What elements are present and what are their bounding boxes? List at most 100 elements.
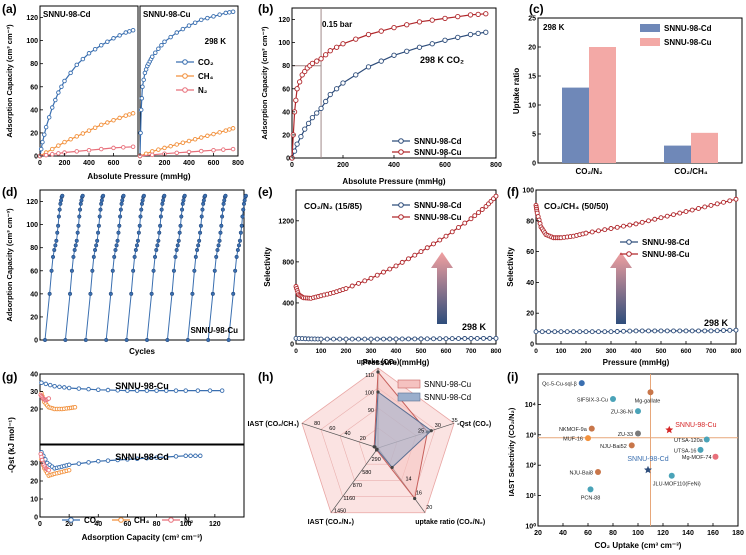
co2-point	[198, 453, 203, 459]
ch4-point	[127, 112, 132, 117]
cycle-point	[97, 214, 102, 219]
co2-point	[156, 46, 161, 51]
cu-point	[596, 228, 601, 234]
cycle-point	[137, 223, 142, 228]
plot-frame	[537, 17, 743, 164]
x-tick-label: 40	[559, 530, 567, 537]
n2-point	[43, 152, 49, 158]
legend-legend-label: SNNU-98-Cd	[414, 201, 462, 210]
y-tick-label: 20	[30, 479, 38, 486]
cycle-point	[99, 198, 104, 203]
cd-point	[302, 126, 308, 132]
co2-point	[96, 387, 101, 393]
cd-point	[481, 335, 486, 341]
radar-vertex	[373, 445, 377, 449]
radar-scale-label: 25	[418, 429, 424, 435]
cu-point	[343, 286, 349, 292]
x-tick-label: 100	[316, 348, 327, 355]
co2-point	[141, 77, 146, 83]
cycle-point	[139, 201, 145, 206]
radar-vertex	[429, 429, 433, 433]
cycle-point	[141, 193, 146, 198]
co2-point	[43, 124, 49, 130]
cycle-point	[78, 201, 83, 206]
cycle-point	[215, 247, 220, 253]
legend-legend-marker	[398, 138, 404, 144]
co2-point	[115, 388, 120, 393]
y-tick-label: 20	[30, 407, 38, 414]
co2-point	[195, 388, 201, 393]
legend-legend-marker	[182, 87, 188, 93]
cycle-point	[47, 291, 52, 296]
cd-point	[362, 336, 368, 342]
cycle-point	[138, 214, 143, 219]
ch4-point	[66, 467, 72, 473]
cycle-point	[198, 223, 203, 228]
plot-frame	[537, 373, 739, 527]
scatter-point	[703, 436, 710, 443]
legend-legend-label: CH₄	[134, 516, 150, 525]
x-axis-title: CO₂ Uptake (cm³ cm⁻³)	[595, 541, 682, 550]
cycle-point	[136, 230, 141, 235]
x-axis-title: Pressure (mmHg)	[363, 358, 430, 367]
cu-point	[467, 12, 474, 18]
cycle-point	[190, 291, 195, 296]
co2-point	[159, 42, 164, 48]
co2-point	[140, 84, 145, 90]
co2-point	[180, 26, 186, 32]
co2-point	[164, 454, 169, 460]
cycle-point	[212, 268, 217, 273]
legend-legend-label: CO₂	[198, 58, 214, 67]
cu-point	[475, 11, 481, 17]
radar-vertex	[376, 390, 380, 394]
scatter-label: SNNU-98-Cu	[675, 422, 716, 429]
cu-point	[472, 213, 478, 219]
cycle-point	[108, 291, 113, 296]
cycle-point	[59, 198, 64, 203]
legend-swatch	[640, 24, 660, 32]
cd-point	[431, 336, 436, 342]
cd-point	[483, 29, 489, 35]
x-tick-label: 600	[208, 160, 220, 167]
chart-title: CO₂/N₂ (15/85)	[304, 201, 362, 211]
cu-point	[658, 215, 664, 221]
scatter-point	[595, 468, 601, 475]
radar-vertex	[390, 465, 394, 470]
cd-point	[589, 329, 595, 335]
co2-point	[53, 97, 58, 103]
ch4-point	[92, 125, 98, 130]
legend-legend-label: SNNU-98-Cu	[642, 250, 690, 259]
cu-point	[296, 79, 303, 85]
ch4-point	[174, 142, 179, 147]
cycle-point	[96, 230, 101, 235]
y-tick-label: 60	[526, 249, 534, 256]
cu-point	[483, 11, 489, 17]
cycle-point	[210, 291, 215, 296]
co2-point	[230, 9, 236, 15]
cycle-point	[158, 214, 163, 219]
cycle-point	[219, 223, 224, 228]
cycle-point	[177, 230, 182, 235]
x-tick-label: 120	[209, 521, 221, 528]
cd-point	[652, 328, 658, 334]
cu-point	[294, 86, 300, 92]
cycle-point	[71, 254, 76, 259]
cd-point	[429, 41, 435, 47]
legend-legend-marker	[118, 517, 124, 523]
cu-point	[299, 72, 305, 78]
radar-series-cd_fill	[374, 391, 433, 469]
x-tick-label: 160	[707, 530, 719, 537]
legend-legend-label: SNNU-98-Cd	[414, 137, 462, 146]
co2-point	[227, 10, 232, 15]
cu-point	[374, 272, 380, 278]
material-label: SNNU-98-Cu	[190, 326, 238, 335]
ch4-point	[205, 133, 210, 139]
scatter-label: UTSA-120a	[674, 438, 704, 444]
cycle-point	[199, 214, 204, 219]
x-tick-label: 600	[439, 162, 451, 169]
y-tick-label: 60	[282, 86, 290, 93]
cycle-point	[159, 207, 164, 212]
cu-point	[646, 218, 651, 224]
cd-point	[487, 335, 493, 341]
cd-point	[337, 336, 343, 342]
